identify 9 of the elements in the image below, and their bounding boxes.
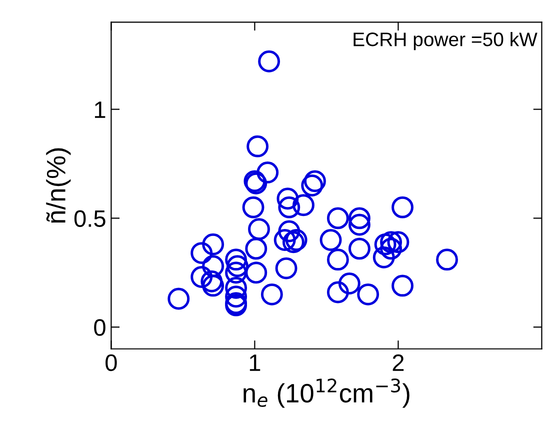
annotation: ECRH power =50 kW — [354, 32, 538, 50]
y-axis-title: ñ/n(%) — [46, 148, 71, 223]
y-tick-label: 1 — [94, 102, 106, 118]
x-tick-label: 1 — [250, 354, 260, 371]
y-tick-label: 0 — [94, 319, 106, 336]
x-tick-label: 2 — [392, 354, 404, 371]
x-axis-title: n$_{e}$ (10$^{12}$cm$^{−3}$) — [244, 378, 410, 408]
x-tick-label: 0 — [106, 354, 117, 372]
y-tick-label: 0.5 — [74, 210, 106, 227]
